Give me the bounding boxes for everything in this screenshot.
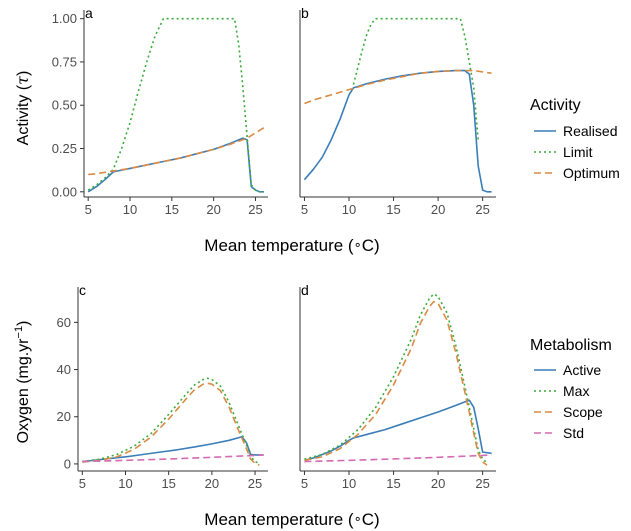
series-line-scope [304, 300, 488, 466]
x-tick-label: 20 [205, 476, 219, 491]
series-group [303, 17, 492, 193]
x-tick-label: 15 [165, 202, 179, 217]
x-tick-label: 25 [475, 476, 489, 491]
panel-letter-c: c [79, 282, 86, 298]
svg-text:Activity (τ): Activity (τ) [13, 71, 32, 146]
legend-label-optimum: Optimum [563, 165, 620, 181]
activity-legend: Activity Realised Limit Optimum [530, 97, 620, 181]
oxygen-axis-exp: −1 [13, 326, 25, 339]
series-line-active [82, 435, 264, 463]
legend-label-realised: Realised [563, 123, 617, 139]
x-tick-label: 20 [431, 476, 445, 491]
series-line-scope [82, 382, 260, 466]
series-group [82, 377, 264, 466]
activity-legend-entries: Realised Limit Optimum [534, 123, 620, 181]
panel-letter-b: b [301, 5, 309, 21]
series-line-realised [303, 69, 492, 193]
metabolism-legend-entries: Active Max Scope Std [534, 362, 603, 441]
panel-c: c 5 10 15 20 25 0 20 40 60 [57, 282, 268, 491]
series-line-realised [87, 137, 264, 193]
x-tick-label: 25 [248, 476, 262, 491]
oxygen-axis-title: Oxygen (mg.yr−1) [13, 321, 32, 444]
x-tick-label: 5 [79, 476, 86, 491]
oxygen-axis-word: Oxygen [15, 388, 32, 443]
activity-axis-title: Activity (τ) [13, 71, 32, 146]
temp-axis-word-bottom: Mean temperature [204, 510, 343, 529]
legend-label-max: Max [563, 383, 589, 399]
activity-axis-word: Activity [15, 95, 32, 146]
svg-text:Oxygen (mg.yr−1): Oxygen (mg.yr−1) [13, 321, 32, 444]
legend-entry-limit: Limit [534, 144, 593, 160]
x-tick-label: 20 [431, 202, 445, 217]
activity-legend-title: Activity [530, 97, 581, 114]
panels: a 5 10 15 20 25 0.00 0.25 0.50 0.75 1.00 b 5 10 15 20 25… [52, 5, 496, 491]
x-tick-label: 15 [161, 476, 175, 491]
x-tick-label: 15 [386, 476, 400, 491]
y-tick-label: 1.00 [52, 11, 77, 26]
legend-label-std: Std [563, 425, 584, 441]
series-line-optimum [88, 127, 265, 176]
temp-axis-deg-top: ∘ [354, 237, 362, 252]
panel-a: a 5 10 15 20 25 0.00 0.25 0.50 0.75 1.00 [52, 5, 268, 217]
series-line-std [304, 454, 492, 463]
x-tick-label: 10 [118, 476, 132, 491]
y-tick-label: 0.25 [52, 141, 77, 156]
y-tick-label: 20 [57, 409, 71, 424]
legend-label-limit: Limit [563, 144, 593, 160]
series-line-limit [87, 17, 264, 193]
legend-label-active: Active [563, 362, 601, 378]
temp-axis-title-top: Mean temperature (∘C) [204, 236, 379, 255]
temp-axis-unit-bottom: C [362, 510, 374, 529]
legend-label-scope: Scope [563, 404, 603, 420]
y-tick-label: 0.50 [52, 98, 77, 113]
series-group [87, 17, 265, 193]
y-tick-label: 60 [57, 315, 71, 330]
legend-entry-scope: Scope [534, 404, 603, 420]
panel-b: b 5 10 15 20 25 [299, 5, 496, 217]
series-line-optimum [304, 69, 492, 105]
y-tick-label: 0 [64, 456, 71, 471]
temp-axis-word-top: Mean temperature [204, 236, 343, 255]
series-line-max [82, 377, 260, 465]
x-tick-label: 25 [475, 202, 489, 217]
panel-d: d 5 10 15 20 25 [299, 282, 496, 491]
panel-letter-d: d [301, 282, 309, 298]
y-tick-label: 0.75 [52, 54, 77, 69]
x-tick-label: 5 [301, 202, 308, 217]
x-tick-label: 10 [342, 476, 356, 491]
series-line-max [304, 293, 488, 464]
y-tick-label: 40 [57, 362, 71, 377]
metabolism-legend-title: Metabolism [530, 337, 612, 354]
y-tick-label: 0.00 [52, 184, 77, 199]
activity-axis-symbol: τ [13, 75, 32, 85]
x-tick-label: 25 [248, 202, 262, 217]
legend-entry-max: Max [534, 383, 589, 399]
series-group [304, 293, 492, 466]
x-tick-label: 20 [206, 202, 220, 217]
panel-letter-a: a [85, 5, 93, 21]
x-tick-label: 5 [85, 202, 92, 217]
temp-axis-unit-top: C [362, 236, 374, 255]
x-tick-label: 10 [123, 202, 137, 217]
legend-entry-active: Active [534, 362, 601, 378]
temp-axis-deg-bottom: ∘ [354, 511, 362, 526]
series-line-limit [352, 17, 479, 140]
temp-axis-title-bottom: Mean temperature (∘C) [204, 510, 379, 529]
x-tick-label: 15 [386, 202, 400, 217]
legend-entry-std: Std [534, 425, 584, 441]
oxygen-axis-unit: mg.yr [15, 338, 32, 379]
x-tick-label: 10 [342, 202, 356, 217]
x-tick-label: 5 [301, 476, 308, 491]
series-line-std [82, 454, 264, 463]
series-line-active [304, 399, 492, 462]
legend-entry-optimum: Optimum [534, 165, 620, 181]
legend-entry-realised: Realised [534, 123, 617, 139]
metabolism-legend: Metabolism Active Max Scope Std [530, 337, 612, 441]
